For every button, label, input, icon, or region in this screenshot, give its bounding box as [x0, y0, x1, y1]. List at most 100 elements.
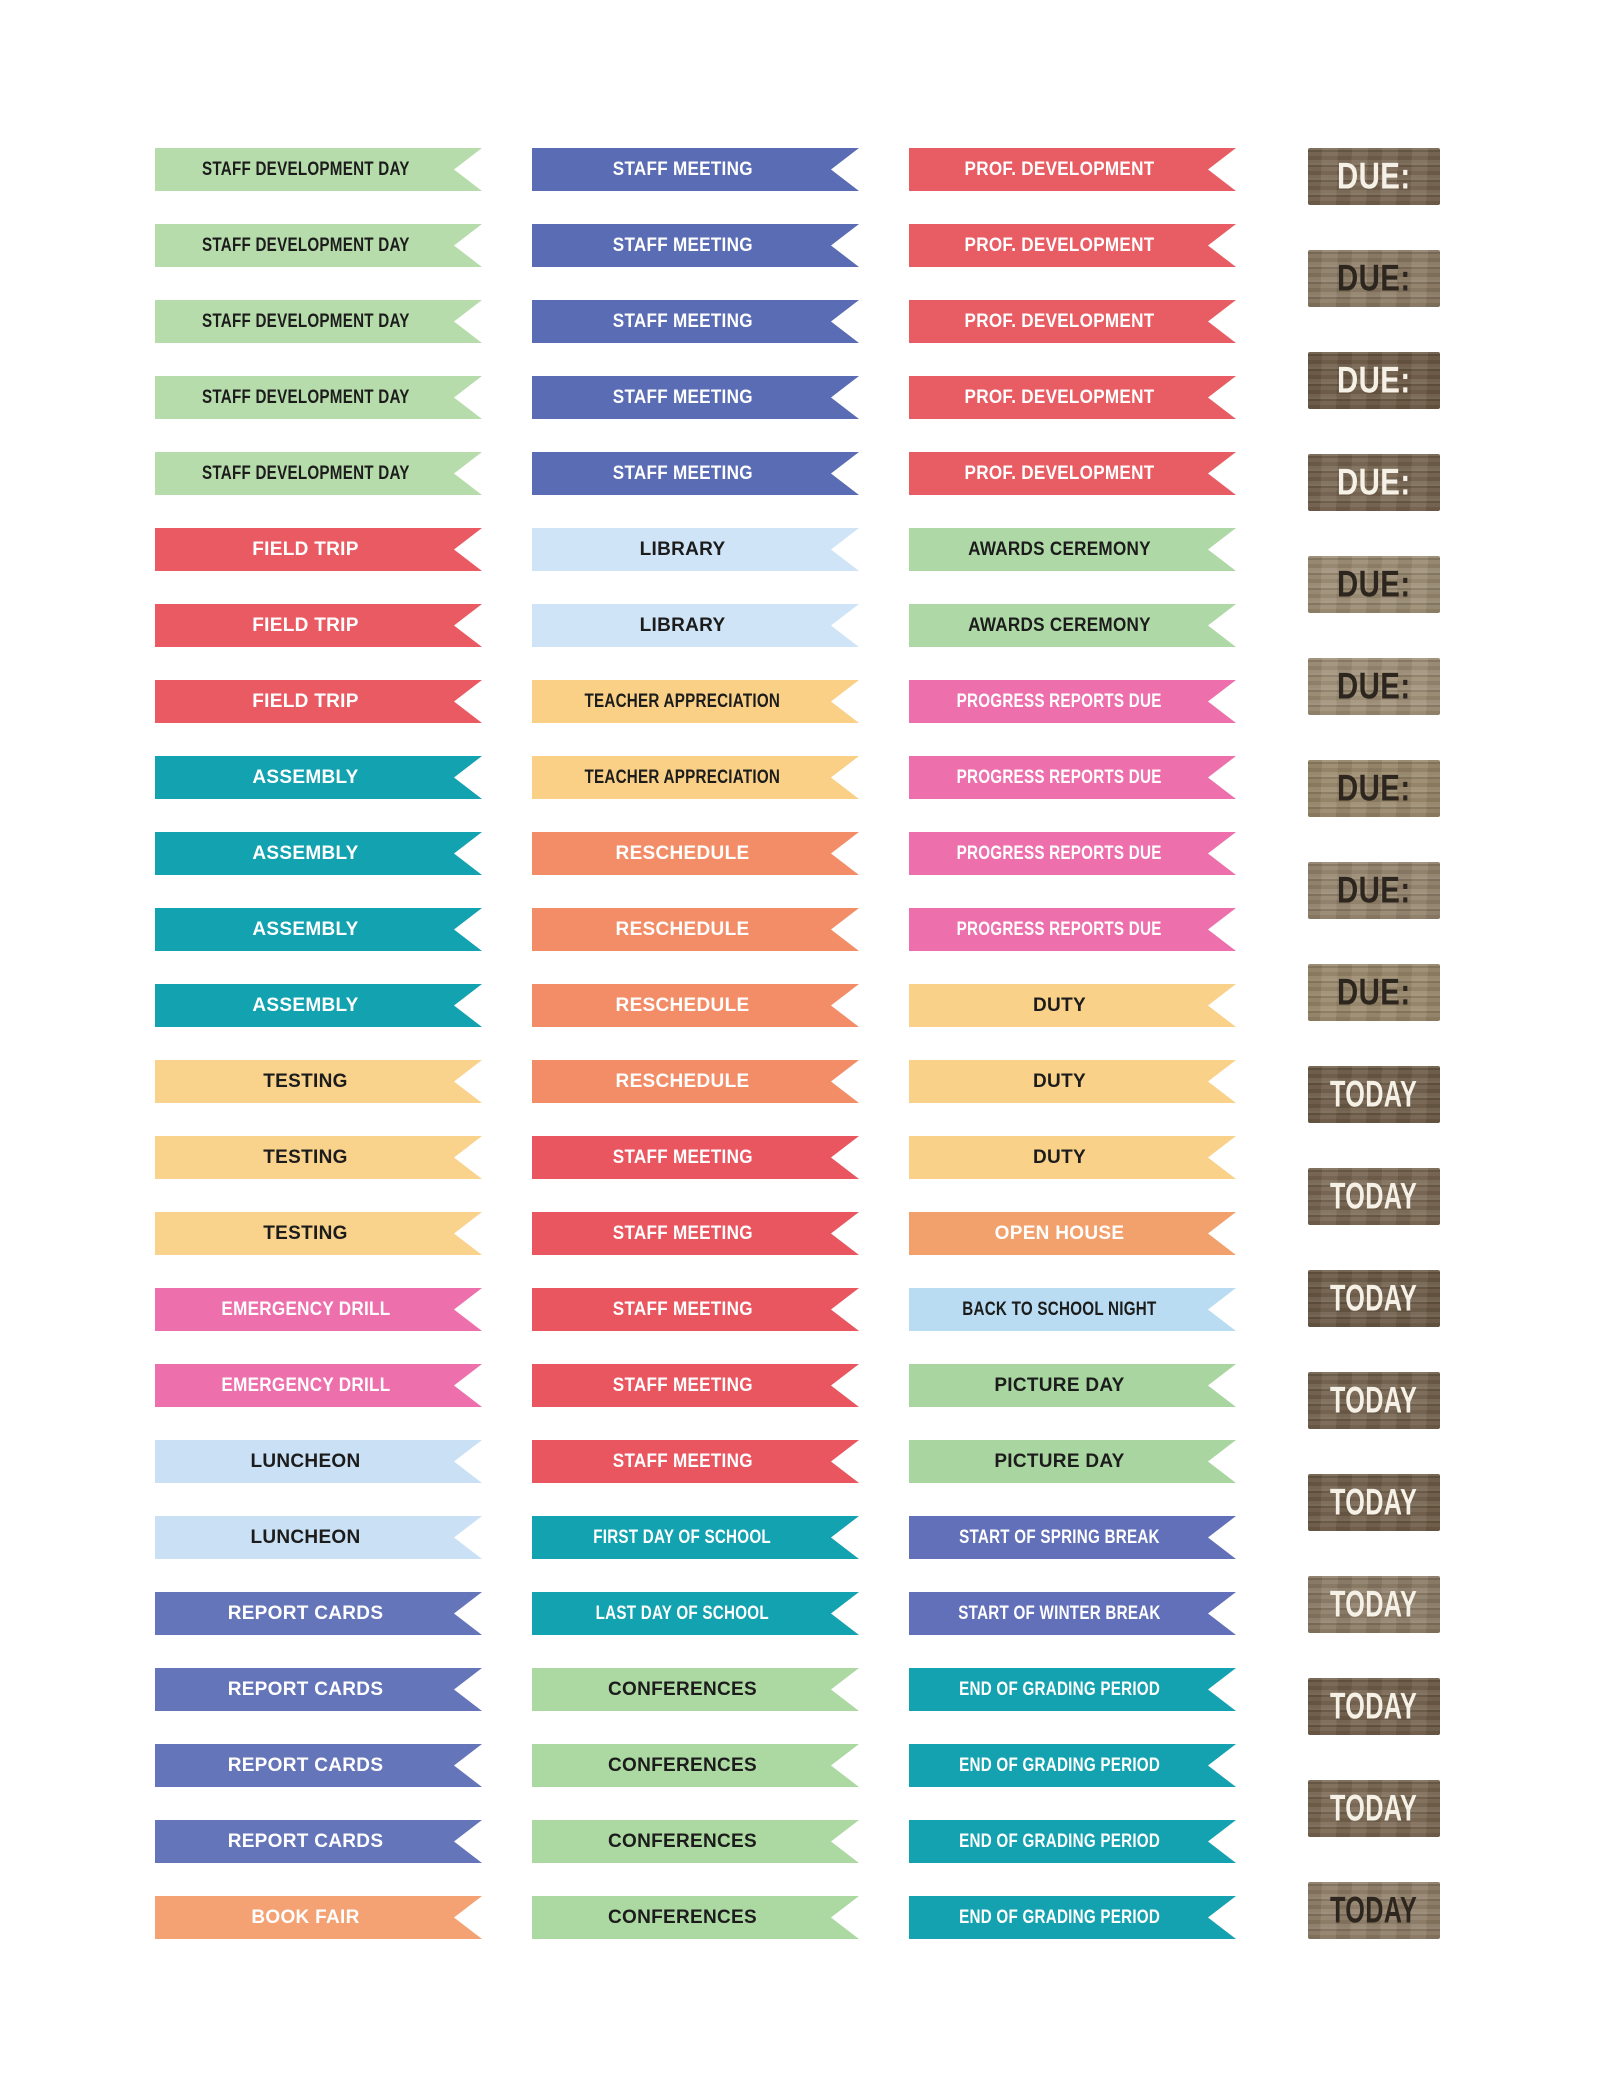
flag-sticker: LAST DAY OF SCHOOL: [532, 1592, 859, 1635]
flag-sticker: REPORT CARDS: [155, 1592, 482, 1635]
flag-sticker: END OF GRADING PERIOD: [909, 1668, 1236, 1711]
flag-label: LAST DAY OF SCHOOL: [595, 1602, 770, 1624]
corner-label: DUE:: [1337, 563, 1411, 605]
corner-label: DUE:: [1337, 155, 1411, 197]
flag-label: PICTURE DAY: [994, 1374, 1125, 1396]
flag-label: STAFF MEETING: [612, 158, 753, 180]
due-corner-sticker: DUE:: [1308, 352, 1440, 409]
flag-sticker: END OF GRADING PERIOD: [909, 1896, 1236, 1939]
today-corner-sticker: TODAY: [1308, 1168, 1440, 1225]
today-corner-sticker: TODAY: [1308, 1270, 1440, 1327]
flag-sticker: TESTING: [155, 1060, 482, 1103]
flag-label: START OF WINTER BREAK: [958, 1602, 1161, 1624]
flag-sticker: ASSEMBLY: [155, 984, 482, 1027]
flag-sticker: PROF. DEVELOPMENT: [909, 376, 1236, 419]
today-corner-sticker: TODAY: [1308, 1780, 1440, 1837]
flag-sticker: ASSEMBLY: [155, 908, 482, 951]
flag-label: STAFF DEVELOPMENT DAY: [201, 310, 410, 332]
due-corner-sticker: DUE:: [1308, 250, 1440, 307]
corner-label: TODAY: [1330, 1073, 1418, 1115]
flag-sticker: STAFF MEETING: [532, 224, 859, 267]
flag-sticker: STAFF MEETING: [532, 300, 859, 343]
flag-label: PICTURE DAY: [994, 1450, 1125, 1472]
flag-label: BOOK FAIR: [251, 1906, 360, 1928]
corner-label: TODAY: [1330, 1277, 1418, 1319]
flag-label: STAFF MEETING: [612, 310, 753, 332]
corner-label: TODAY: [1330, 1889, 1418, 1931]
flag-label: EMERGENCY DRILL: [220, 1298, 391, 1320]
due-corner-sticker: DUE:: [1308, 658, 1440, 715]
flag-label: LIBRARY: [639, 614, 726, 636]
flag-sticker: CONFERENCES: [532, 1820, 859, 1863]
flag-sticker: ASSEMBLY: [155, 756, 482, 799]
flag-sticker: AWARDS CEREMONY: [909, 528, 1236, 571]
flag-sticker: PICTURE DAY: [909, 1364, 1236, 1407]
flag-label: REPORT CARDS: [227, 1830, 384, 1852]
flag-sticker: STAFF MEETING: [532, 376, 859, 419]
flag-label: CONFERENCES: [608, 1830, 757, 1852]
flag-sticker: RESCHEDULE: [532, 908, 859, 951]
flag-label: PROGRESS REPORTS DUE: [957, 918, 1162, 940]
flag-label: STAFF MEETING: [612, 234, 753, 256]
flag-label: FIELD TRIP: [252, 614, 359, 636]
flag-sticker: PROGRESS REPORTS DUE: [909, 908, 1236, 951]
flag-label: OPEN HOUSE: [994, 1222, 1125, 1244]
flag-label: REPORT CARDS: [227, 1678, 384, 1700]
flag-sticker: RESCHEDULE: [532, 832, 859, 875]
flag-label: TESTING: [263, 1146, 348, 1168]
flag-label: STAFF DEVELOPMENT DAY: [201, 462, 410, 484]
today-corner-sticker: TODAY: [1308, 1474, 1440, 1531]
flag-sticker: PROGRESS REPORTS DUE: [909, 832, 1236, 875]
flag-label: AWARDS CEREMONY: [968, 614, 1151, 636]
flag-column-2: STAFF MEETING STAFF MEETING STAFF MEETING S…: [532, 148, 859, 1939]
flag-sticker: END OF GRADING PERIOD: [909, 1820, 1236, 1863]
flag-label: END OF GRADING PERIOD: [959, 1830, 1160, 1852]
flag-sticker: PROF. DEVELOPMENT: [909, 224, 1236, 267]
flag-sticker: STAFF MEETING: [532, 1440, 859, 1483]
due-corner-sticker: DUE:: [1308, 148, 1440, 205]
flag-label: PROF. DEVELOPMENT: [964, 158, 1155, 180]
flag-label: PROGRESS REPORTS DUE: [957, 766, 1162, 788]
corner-label: TODAY: [1330, 1685, 1418, 1727]
corner-label: TODAY: [1330, 1481, 1418, 1523]
flag-label: REPORT CARDS: [227, 1754, 384, 1776]
flag-sticker: EMERGENCY DRILL: [155, 1288, 482, 1331]
flag-sticker: CONFERENCES: [532, 1668, 859, 1711]
flag-sticker: TESTING: [155, 1212, 482, 1255]
flag-label: ASSEMBLY: [252, 842, 359, 864]
flag-label: END OF GRADING PERIOD: [959, 1678, 1160, 1700]
flag-sticker: FIELD TRIP: [155, 680, 482, 723]
flag-sticker: AWARDS CEREMONY: [909, 604, 1236, 647]
flag-label: EMERGENCY DRILL: [220, 1374, 391, 1396]
flag-sticker: BOOK FAIR: [155, 1896, 482, 1939]
flag-sticker: PROF. DEVELOPMENT: [909, 300, 1236, 343]
flag-sticker: TEACHER APPRECIATION: [532, 756, 859, 799]
today-corner-sticker: TODAY: [1308, 1882, 1440, 1939]
flag-sticker: START OF SPRING BREAK: [909, 1516, 1236, 1559]
flag-label: RESCHEDULE: [615, 918, 750, 940]
corner-label: DUE:: [1337, 869, 1411, 911]
flag-label: LUNCHEON: [250, 1450, 361, 1472]
corner-label: TODAY: [1330, 1379, 1418, 1421]
today-corner-sticker: TODAY: [1308, 1576, 1440, 1633]
flag-sticker: CONFERENCES: [532, 1744, 859, 1787]
flag-label: AWARDS CEREMONY: [968, 538, 1151, 560]
flag-sticker: TEACHER APPRECIATION: [532, 680, 859, 723]
flag-label: ASSEMBLY: [252, 766, 359, 788]
flag-label: STAFF MEETING: [612, 1450, 753, 1472]
flag-sticker: FIELD TRIP: [155, 528, 482, 571]
flag-sticker: STAFF MEETING: [532, 1136, 859, 1179]
flag-label: CONFERENCES: [608, 1906, 757, 1928]
flag-label: RESCHEDULE: [615, 842, 750, 864]
corner-label: TODAY: [1330, 1787, 1418, 1829]
flag-sticker: STAFF DEVELOPMENT DAY: [155, 452, 482, 495]
flag-sticker: LUNCHEON: [155, 1516, 482, 1559]
flag-sticker: DUTY: [909, 1060, 1236, 1103]
today-corner-sticker: TODAY: [1308, 1066, 1440, 1123]
flag-sticker: RESCHEDULE: [532, 1060, 859, 1103]
flag-sticker: STAFF DEVELOPMENT DAY: [155, 376, 482, 419]
flag-sticker: STAFF MEETING: [532, 148, 859, 191]
flag-label: STAFF MEETING: [612, 1222, 753, 1244]
flag-label: BACK TO SCHOOL NIGHT: [962, 1298, 1157, 1320]
corner-sticker-column: DUE: DUE: DUE: DUE: DUE: DUE: DUE: DUE: DUE: TODA…: [1308, 148, 1440, 1939]
